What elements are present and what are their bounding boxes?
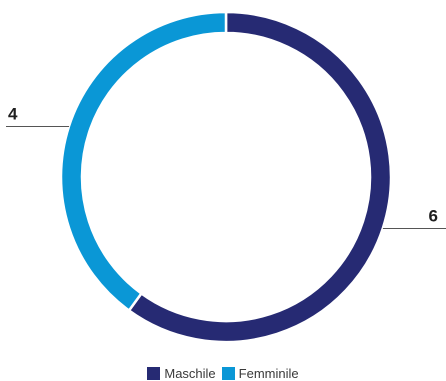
legend-swatch-femminile [221, 367, 235, 380]
legend-swatch-maschile [147, 367, 161, 380]
slice-femminile [59, 10, 228, 313]
data-label-femminile: 4 [8, 105, 18, 124]
legend-label-femminile: Femminile [238, 366, 299, 381]
legend-item-maschile: Maschile [147, 366, 216, 381]
legend: Maschile Femminile [0, 366, 446, 381]
slice-maschile [127, 10, 393, 344]
callouts: 64 [6, 105, 446, 229]
data-label-maschile: 6 [429, 207, 438, 226]
donut-slices [59, 10, 393, 344]
legend-item-femminile: Femminile [221, 366, 299, 381]
legend-label-maschile: Maschile [164, 366, 216, 381]
